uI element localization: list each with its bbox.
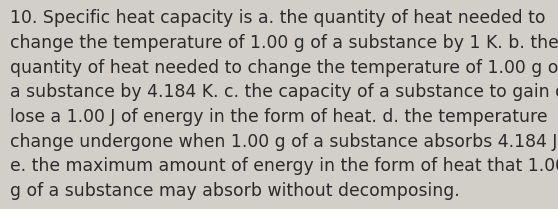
Text: e. the maximum amount of energy in the form of heat that 1.00: e. the maximum amount of energy in the f… [10, 157, 558, 175]
Text: a substance by 4.184 K. c. the capacity of a substance to gain or: a substance by 4.184 K. c. the capacity … [10, 83, 558, 101]
Text: lose a 1.00 J of energy in the form of heat. d. the temperature: lose a 1.00 J of energy in the form of h… [10, 108, 547, 126]
Text: quantity of heat needed to change the temperature of 1.00 g of: quantity of heat needed to change the te… [10, 59, 558, 77]
Text: change undergone when 1.00 g of a substance absorbs 4.184 J.: change undergone when 1.00 g of a substa… [10, 133, 558, 151]
Text: g of a substance may absorb without decomposing.: g of a substance may absorb without deco… [10, 182, 460, 200]
Text: change the temperature of 1.00 g of a substance by 1 K. b. the: change the temperature of 1.00 g of a su… [10, 34, 558, 52]
Text: 10. Specific heat capacity is a. the quantity of heat needed to: 10. Specific heat capacity is a. the qua… [10, 9, 546, 27]
